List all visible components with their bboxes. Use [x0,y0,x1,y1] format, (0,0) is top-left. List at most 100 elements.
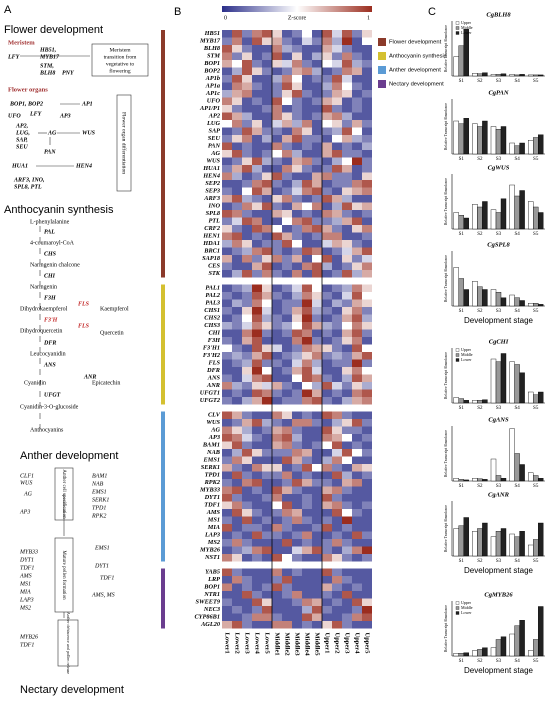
gene-label: CHS1 [204,307,220,314]
heatmap-cell [292,426,302,434]
heatmap-cell [282,471,292,479]
diagram-label: SERK1 [92,497,109,503]
heatmap-cell [232,486,242,494]
x-tick-label: S3 [496,406,502,411]
heatmap-cell [272,90,282,98]
heatmap-cell [232,389,242,397]
heatmap-cell [292,382,302,390]
diagram-label: MS2 [19,605,31,611]
heatmap-cell [352,225,362,233]
heatmap-cell [222,60,232,68]
heatmap-cell [292,397,302,405]
diagram-label: CHS [44,251,57,257]
heatmap-cell [242,591,252,599]
heatmap-cell [352,187,362,195]
heatmap-cell [302,516,312,524]
heatmap-cell [292,292,302,300]
column-label: Middle4 [304,633,311,657]
heatmap-cell [282,150,292,158]
heatmap-cell [232,97,242,105]
diagram-label: EMS1 [94,545,110,551]
heatmap-cell [242,516,252,524]
heatmap-cell [342,52,352,60]
heatmap-cell [362,284,372,292]
bar [490,458,497,482]
heatmap-cell [292,344,302,352]
heatmap-cell [332,449,342,457]
heatmap-cell [282,247,292,255]
heatmap-cell [292,240,302,248]
y-axis-label: Relative Transcript Abundance [444,430,448,477]
heatmap-cell [362,352,372,360]
diagram-label: UFO [8,113,21,119]
heatmap-cell [342,471,352,479]
heatmap-cell [302,576,312,584]
heatmap-cell [322,37,332,45]
x-tick-label: S1 [459,484,465,489]
heatmap-cell [302,299,312,307]
heatmap-cell [312,344,322,352]
heatmap-cell [232,598,242,606]
heatmap-cell [222,471,232,479]
heatmap-cell [362,509,372,517]
heatmap-cell [262,202,272,210]
heatmap-cell [362,449,372,457]
heatmap-cell [292,591,302,599]
heatmap-cell [252,479,262,487]
heatmap-cell [252,568,262,576]
heatmap-cell [282,397,292,405]
heatmap-cell [292,486,302,494]
diagram-label: AP2, [15,123,28,129]
heatmap-cell [232,426,242,434]
heatmap-cell [312,479,322,487]
heatmap-cell [332,225,342,233]
heatmap-cell [282,75,292,83]
heatmap-cell [322,322,332,330]
heatmap-cell [322,613,332,621]
heatmap-cell [242,240,252,248]
heatmap-cell [332,583,342,591]
heatmap-cell [222,583,232,591]
bar [500,636,507,657]
heatmap-cell [332,539,342,547]
heatmap-cell [342,524,352,532]
heatmap-cell [232,606,242,614]
heatmap-cell [262,539,272,547]
section-title: Flower development [4,24,103,36]
heatmap-cell [342,449,352,457]
gene-label: NST1 [204,554,220,561]
heatmap-cell [302,441,312,449]
diagram-label: F3H [44,295,56,301]
heatmap-cell [282,606,292,614]
heatmap-cell [242,90,252,98]
heatmap-cell [312,135,322,143]
heatmap-cell [352,434,362,442]
heatmap-cell [232,539,242,547]
x-tick-label: S2 [477,406,483,411]
legend-label: Upper [461,347,472,352]
heatmap-cell [262,509,272,517]
heatmap-cell [242,82,252,90]
heatmap-cell [292,45,302,53]
heatmap-cell [272,210,282,218]
y-axis-label: Relative Transcript Abundance [444,255,448,302]
x-tick-label: S3 [496,309,502,314]
heatmap-cell [352,352,362,360]
legend-label: Lower [461,357,472,362]
diagram-label: BLH8 [39,70,55,76]
heatmap-cell [242,568,252,576]
heatmap-cell [292,419,302,427]
bar [482,72,488,77]
heatmap-cell [262,352,272,360]
heatmap-cell [322,75,332,83]
heatmap-cell [222,576,232,584]
diagram-label: ARF3, INO, [13,177,45,183]
gene-label: SEP3 [205,188,220,195]
bar [458,123,464,155]
heatmap-cell [332,329,342,337]
x-tick-label: S5 [533,79,539,84]
heatmap-cell [242,112,252,120]
heatmap-cell [262,135,272,143]
heatmap-cell [242,382,252,390]
heatmap-cell [302,486,312,494]
